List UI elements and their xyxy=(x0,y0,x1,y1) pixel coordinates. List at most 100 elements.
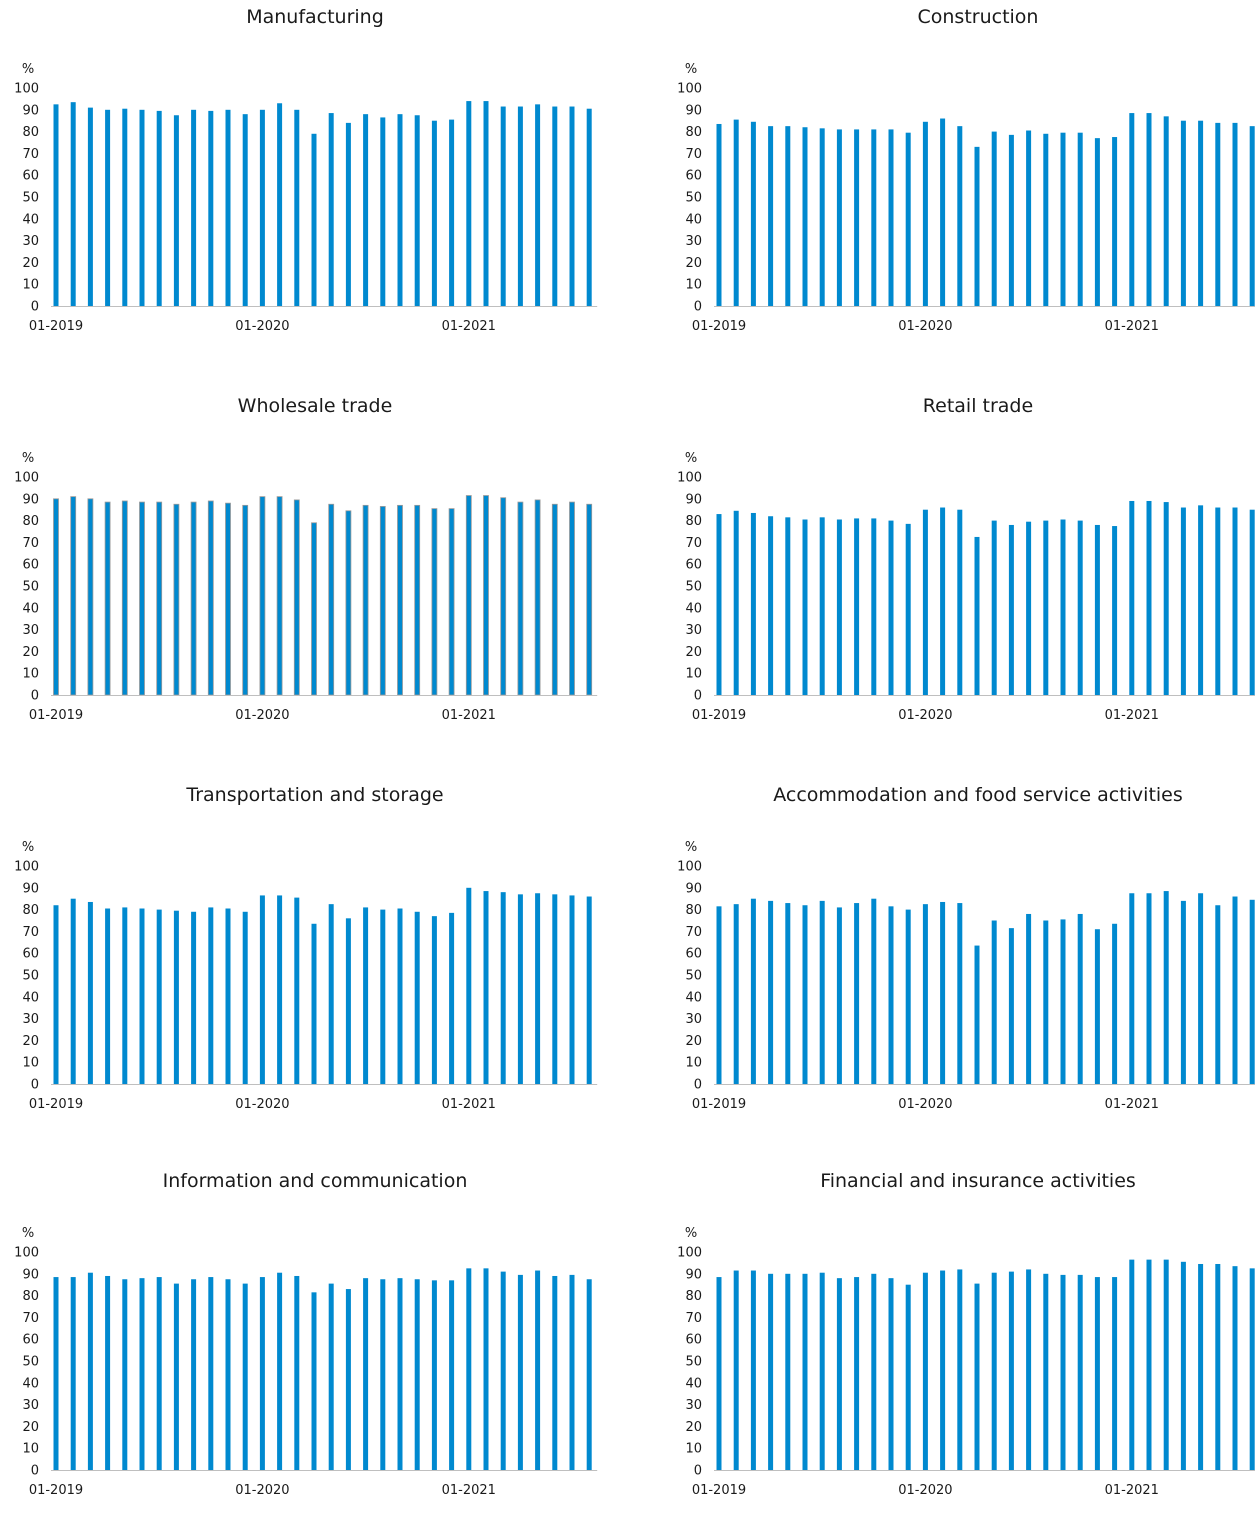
bar xyxy=(483,101,489,306)
bar xyxy=(449,1280,455,1470)
bar xyxy=(242,114,248,306)
bar xyxy=(122,907,128,1084)
y-tick-label: 90 xyxy=(22,881,39,896)
y-tick-label: 70 xyxy=(22,1311,39,1326)
panel-information-and-communication: Information and communication % 0 10 20 30 40… xyxy=(5,1164,625,1539)
bar xyxy=(991,131,997,306)
y-tick-label: 0 xyxy=(694,300,702,315)
bar xyxy=(785,517,791,695)
bar xyxy=(1232,1266,1238,1470)
bar xyxy=(225,908,231,1084)
bar xyxy=(1112,1277,1118,1470)
bar xyxy=(991,920,997,1084)
bar xyxy=(466,101,472,306)
bar xyxy=(551,503,558,696)
bar xyxy=(225,109,231,306)
bar xyxy=(854,903,860,1084)
y-tick-label: 80 xyxy=(685,1289,702,1304)
bar xyxy=(139,109,145,306)
bar-chart-transportation-and-storage: % 0 10 20 30 40 50 60 70 80 90 100 01-2019 01-2020 01-… xyxy=(14,840,598,1112)
bar xyxy=(733,510,739,695)
bar xyxy=(363,114,369,306)
bar xyxy=(1215,905,1221,1084)
y-tick-label: 70 xyxy=(685,536,702,551)
bar xyxy=(569,501,575,696)
bar-chart-construction: % 0 10 20 30 40 50 60 70 80 90 100 01-2019 01-2020 01-… xyxy=(677,62,1255,334)
y-axis-unit: % xyxy=(685,1226,697,1241)
y-tick-label: 70 xyxy=(22,925,39,940)
bar xyxy=(328,113,334,306)
bar xyxy=(733,904,739,1084)
bar xyxy=(1008,134,1014,306)
bar xyxy=(207,500,214,696)
y-tick-label: 60 xyxy=(685,1333,702,1348)
x-tick-label: 01-2021 xyxy=(442,1483,496,1498)
y-axis-unit: % xyxy=(22,62,34,77)
bar xyxy=(1198,1263,1204,1470)
bar xyxy=(1043,920,1049,1084)
y-tick-label: 80 xyxy=(22,514,39,529)
y-axis-unit: % xyxy=(685,451,697,466)
y-tick-label: 10 xyxy=(22,1056,39,1071)
bar xyxy=(750,898,756,1084)
bar xyxy=(1043,520,1049,695)
y-tick-label: 80 xyxy=(685,903,702,918)
bar xyxy=(105,1275,111,1470)
y-tick-label: 60 xyxy=(22,947,39,962)
bar xyxy=(1026,521,1032,695)
y-tick-label: 50 xyxy=(22,580,39,595)
bar xyxy=(1232,507,1238,695)
bar xyxy=(1180,1261,1186,1470)
bar xyxy=(819,1272,825,1470)
y-tick-label: 100 xyxy=(14,471,39,486)
bar xyxy=(449,912,455,1084)
bar xyxy=(448,508,455,696)
bar xyxy=(586,503,593,696)
y-tick-label: 70 xyxy=(685,147,702,162)
bar xyxy=(87,1272,93,1470)
y-tick-label: 80 xyxy=(22,903,39,918)
bar xyxy=(87,498,94,696)
bar xyxy=(173,115,179,306)
bar xyxy=(1112,526,1118,695)
bar xyxy=(345,510,352,696)
bar xyxy=(328,904,334,1084)
y-tick-label: 100 xyxy=(14,1246,39,1261)
bar xyxy=(1249,126,1255,307)
bar xyxy=(1180,120,1186,306)
y-tick-label: 40 xyxy=(685,601,702,616)
bar xyxy=(259,496,266,696)
bar xyxy=(750,121,756,306)
bar xyxy=(750,1270,756,1470)
bar xyxy=(328,1283,334,1470)
bar xyxy=(991,520,997,695)
bar xyxy=(208,110,214,306)
bar xyxy=(854,129,860,306)
bar xyxy=(974,536,980,695)
panel-financial-and-insurance: Financial and insurance activities % 0 10 2… xyxy=(668,1164,1255,1539)
bar xyxy=(345,1289,351,1470)
bar xyxy=(1043,1273,1049,1470)
y-tick-label: 80 xyxy=(22,1289,39,1304)
bar xyxy=(569,106,575,306)
bar-chart-manufacturing: % 0 10 20 30 40 50 60 70 80 90 100 01-2019 01-2020 01-… xyxy=(14,62,598,334)
x-tick-label: 01-2020 xyxy=(235,1097,289,1112)
bar xyxy=(854,518,860,695)
bar xyxy=(905,132,911,306)
x-tick-label: 01-2021 xyxy=(1105,1097,1159,1112)
bar xyxy=(819,128,825,306)
y-tick-label: 10 xyxy=(685,1056,702,1071)
x-tick-label: 01-2020 xyxy=(235,708,289,723)
bar xyxy=(208,1277,214,1470)
bar xyxy=(871,518,877,695)
y-tick-label: 20 xyxy=(22,1420,39,1435)
x-tick-label: 01-2019 xyxy=(692,1483,746,1498)
y-tick-label: 90 xyxy=(685,103,702,118)
bar xyxy=(552,894,558,1084)
bar xyxy=(768,126,774,307)
bar xyxy=(802,519,808,695)
y-tick-label: 20 xyxy=(22,1034,39,1049)
bar xyxy=(1060,1274,1066,1470)
y-tick-label: 20 xyxy=(685,256,702,271)
x-tick-label: 01-2019 xyxy=(29,319,83,334)
